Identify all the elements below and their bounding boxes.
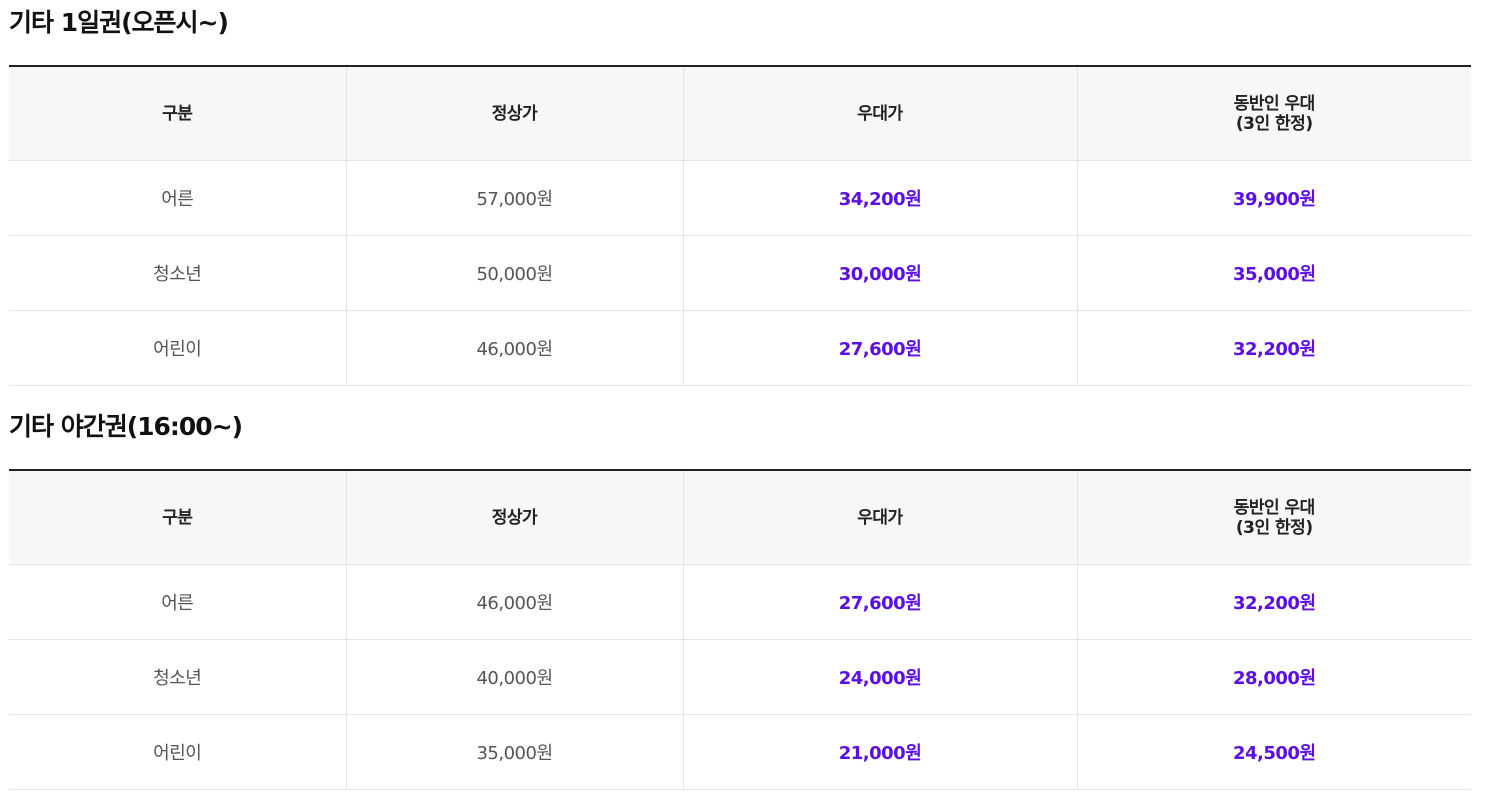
header-companion-discount: 동반인 우대 (3인 한정) (1076, 66, 1471, 161)
cell-category: 어른 (9, 160, 346, 236)
cell-discount-price: 34,200원 (682, 160, 1077, 236)
header-regular-price: 정상가 (345, 66, 683, 161)
cell-discount-price: 21,000원 (682, 714, 1077, 790)
price-table: 구분 정상가 우대가 동반인 우대 (3인 한정) 어른 46,000원 27,… (9, 469, 1471, 790)
cell-discount-price: 27,600원 (682, 310, 1077, 386)
cell-companion-price: 24,500원 (1076, 714, 1471, 790)
header-discount-price: 우대가 (682, 66, 1077, 161)
table-row: 어린이 46,000원 27,600원 32,200원 (9, 310, 1471, 386)
price-section-day-pass: 기타 1일권(오픈시~) 구분 정상가 우대가 동반인 우대 (3인 한정) 어… (9, 4, 1471, 386)
header-regular-price: 정상가 (345, 470, 683, 565)
cell-regular-price: 57,000원 (345, 160, 683, 236)
cell-discount-price: 24,000원 (682, 639, 1077, 715)
cell-companion-price: 28,000원 (1076, 639, 1471, 715)
cell-companion-price: 39,900원 (1076, 160, 1471, 236)
price-section-night-pass: 기타 야간권(16:00~) 구분 정상가 우대가 동반인 우대 (3인 한정)… (9, 408, 1471, 790)
cell-companion-price: 32,200원 (1076, 310, 1471, 386)
table-header-row: 구분 정상가 우대가 동반인 우대 (3인 한정) (9, 470, 1471, 565)
cell-category: 어른 (9, 564, 346, 640)
cell-regular-price: 46,000원 (345, 310, 683, 386)
table-row: 청소년 50,000원 30,000원 35,000원 (9, 235, 1471, 311)
header-companion-line2: (3인 한정) (1235, 113, 1313, 134)
cell-category: 어린이 (9, 714, 346, 790)
cell-discount-price: 30,000원 (682, 235, 1077, 311)
table-row: 청소년 40,000원 24,000원 28,000원 (9, 639, 1471, 715)
header-companion-line1: 동반인 우대 (1233, 497, 1316, 518)
header-category: 구분 (9, 66, 346, 161)
cell-category: 청소년 (9, 235, 346, 311)
cell-regular-price: 35,000원 (345, 714, 683, 790)
cell-regular-price: 46,000원 (345, 564, 683, 640)
table-header-row: 구분 정상가 우대가 동반인 우대 (3인 한정) (9, 66, 1471, 161)
cell-category: 청소년 (9, 639, 346, 715)
table-row: 어린이 35,000원 21,000원 24,500원 (9, 714, 1471, 790)
cell-regular-price: 50,000원 (345, 235, 683, 311)
table-row: 어른 57,000원 34,200원 39,900원 (9, 160, 1471, 236)
section-title: 기타 1일권(오픈시~) (9, 8, 229, 37)
cell-regular-price: 40,000원 (345, 639, 683, 715)
section-title: 기타 야간권(16:00~) (9, 412, 243, 441)
price-table: 구분 정상가 우대가 동반인 우대 (3인 한정) 어른 57,000원 34,… (9, 65, 1471, 386)
cell-discount-price: 27,600원 (682, 564, 1077, 640)
header-companion-discount: 동반인 우대 (3인 한정) (1076, 470, 1471, 565)
cell-companion-price: 35,000원 (1076, 235, 1471, 311)
cell-companion-price: 32,200원 (1076, 564, 1471, 640)
table-row: 어른 46,000원 27,600원 32,200원 (9, 564, 1471, 640)
header-discount-price: 우대가 (682, 470, 1077, 565)
header-companion-line1: 동반인 우대 (1233, 93, 1316, 114)
header-companion-line2: (3인 한정) (1235, 517, 1313, 538)
cell-category: 어린이 (9, 310, 346, 386)
header-category: 구분 (9, 470, 346, 565)
